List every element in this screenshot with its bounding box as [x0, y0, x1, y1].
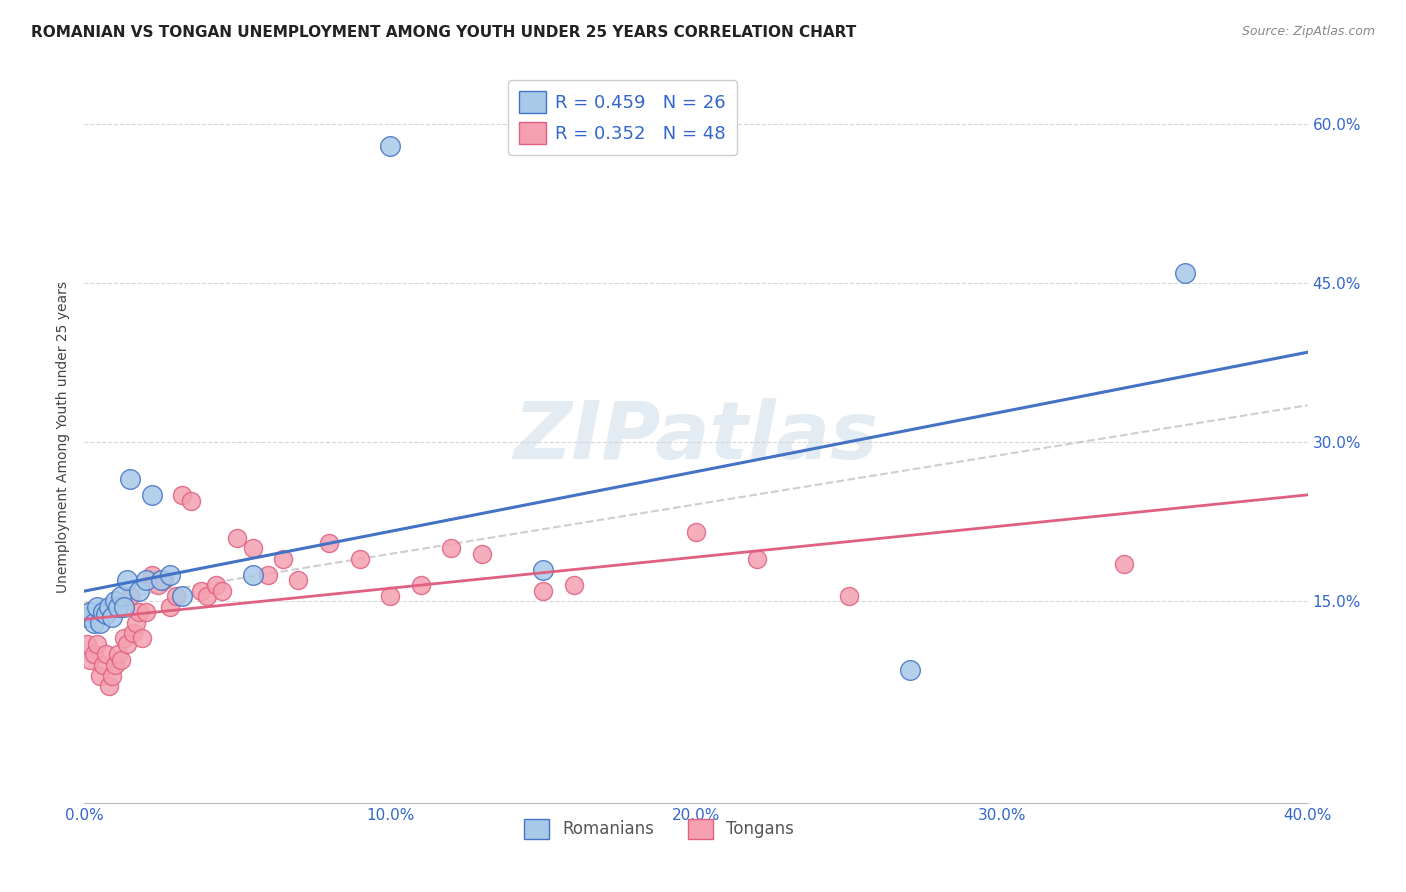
Point [159, 567, 181, 582]
Point [195, 589, 218, 603]
Legend: Romanians, Tongans: Romanians, Tongans [517, 812, 801, 846]
Point [159, 599, 181, 614]
Point [76, 637, 98, 651]
Point [120, 589, 142, 603]
Point [104, 594, 127, 608]
Point [86, 637, 108, 651]
Point [471, 547, 494, 561]
Y-axis label: Unemployment Among Youth under 25 years: Unemployment Among Youth under 25 years [56, 281, 70, 593]
Point [205, 578, 228, 592]
Point [112, 632, 135, 646]
Point [91, 658, 114, 673]
Point [110, 589, 132, 603]
Point [86, 599, 108, 614]
Point [115, 637, 138, 651]
Point [226, 531, 249, 545]
Point [153, 573, 176, 587]
Point [112, 599, 135, 614]
Point [83, 615, 105, 630]
Point [531, 563, 554, 577]
Point [1114, 558, 1136, 572]
Point [165, 589, 187, 603]
Point [531, 583, 554, 598]
Point [122, 626, 145, 640]
Point [141, 488, 163, 502]
Point [149, 573, 172, 587]
Point [101, 668, 124, 682]
Point [838, 589, 860, 603]
Point [562, 578, 585, 592]
Point [271, 552, 294, 566]
Point [380, 589, 402, 603]
Point [898, 663, 921, 677]
Point [110, 653, 132, 667]
Point [146, 578, 169, 592]
Point [104, 658, 127, 673]
Point [94, 607, 117, 621]
Point [135, 605, 157, 619]
Text: Source: ZipAtlas.com: Source: ZipAtlas.com [1241, 25, 1375, 38]
Point [172, 589, 194, 603]
Point [257, 567, 280, 582]
Point [440, 541, 463, 556]
Point [79, 605, 101, 619]
Point [1174, 266, 1197, 280]
Point [242, 541, 264, 556]
Point [107, 599, 129, 614]
Point [349, 552, 371, 566]
Point [76, 610, 98, 624]
Point [747, 552, 769, 566]
Point [131, 632, 153, 646]
Point [89, 615, 111, 630]
Point [409, 578, 432, 592]
Point [380, 138, 402, 153]
Point [79, 653, 101, 667]
Text: ROMANIAN VS TONGAN UNEMPLOYMENT AMONG YOUTH UNDER 25 YEARS CORRELATION CHART: ROMANIAN VS TONGAN UNEMPLOYMENT AMONG YO… [31, 25, 856, 40]
Point [91, 605, 114, 619]
Point [89, 668, 111, 682]
Point [101, 610, 124, 624]
Text: ZIPatlas: ZIPatlas [513, 398, 879, 476]
Point [115, 573, 138, 587]
Point [242, 567, 264, 582]
Point [128, 583, 150, 598]
Point [318, 536, 340, 550]
Point [685, 525, 707, 540]
Point [125, 615, 148, 630]
Point [172, 488, 194, 502]
Point [107, 648, 129, 662]
Point [128, 605, 150, 619]
Point [190, 583, 212, 598]
Point [211, 583, 233, 598]
Point [141, 567, 163, 582]
Point [97, 599, 120, 614]
Point [94, 648, 117, 662]
Point [120, 473, 142, 487]
Point [287, 573, 309, 587]
Point [180, 493, 202, 508]
Point [97, 679, 120, 693]
Point [135, 573, 157, 587]
Point [83, 648, 105, 662]
